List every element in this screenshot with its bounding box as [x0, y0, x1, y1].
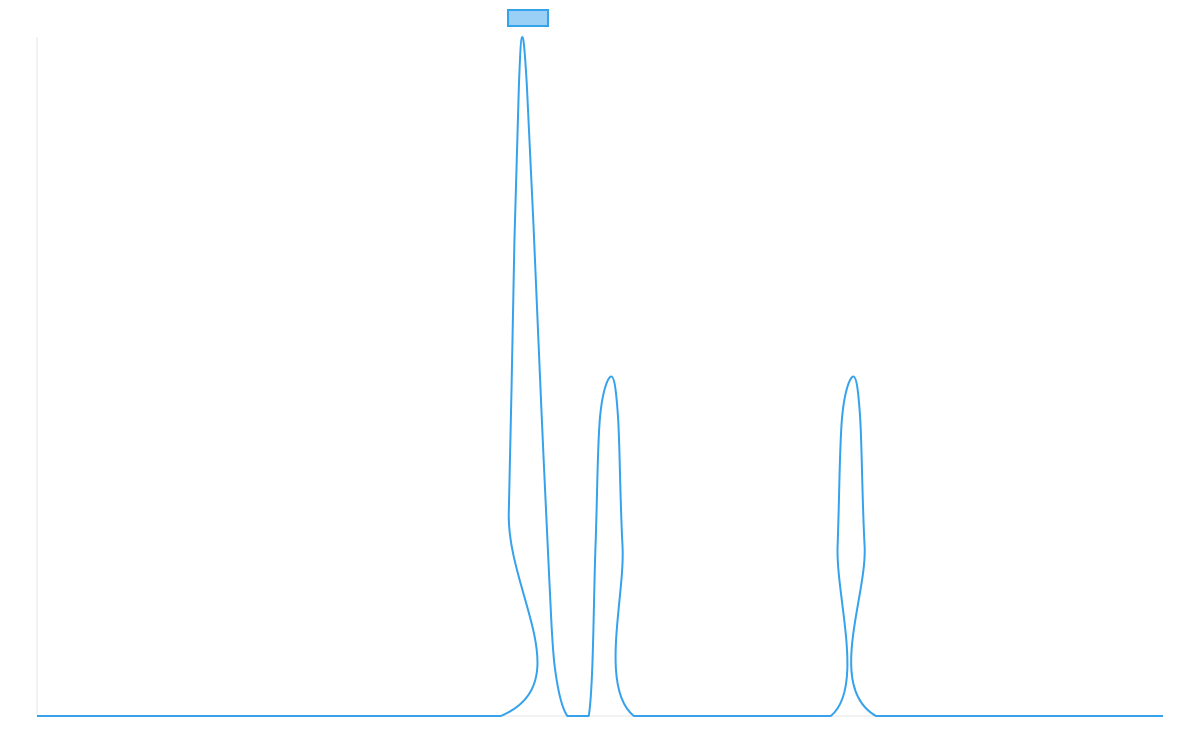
series-line-0 [37, 36, 1163, 718]
legend[interactable] [507, 9, 549, 27]
legend-swatch[interactable] [507, 9, 549, 27]
series-layer [37, 36, 1163, 718]
